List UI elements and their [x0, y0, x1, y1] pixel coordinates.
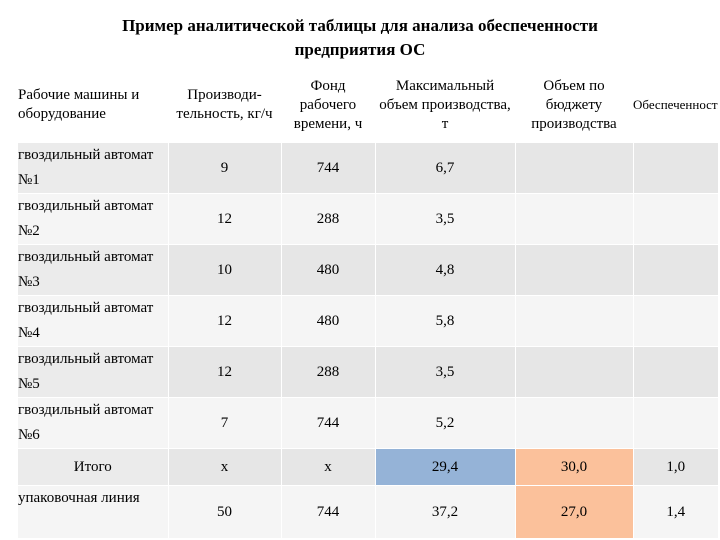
cell-budget-volume	[514, 346, 633, 398]
cell-productivity: 12	[167, 346, 281, 398]
cell-time-fund: 744	[280, 397, 375, 449]
header-productivity: Производи-тельность, кг/ч	[176, 87, 273, 122]
table-row: упаковочная линия 50 744 37,2 27,0 1,4	[18, 485, 718, 538]
table-row: гвоздильный автомат №2 12 288 3,5	[18, 193, 718, 245]
header-row: Рабочие машины и оборудование Производи-…	[18, 68, 718, 143]
cell-max-volume: 6,7	[374, 142, 515, 194]
cell-max-volume: 5,8	[374, 295, 515, 347]
table-row: гвоздильный автомат №5 12 288 3,5	[18, 346, 718, 398]
cell-provision	[632, 142, 718, 194]
table-row: гвоздильный автомат №3 10 480 4,8	[18, 244, 718, 296]
cell-time-fund: 744	[280, 485, 375, 538]
header-budget-volume: Объем по бюджету производства	[531, 77, 617, 132]
cell-provision	[632, 295, 718, 347]
cell-max-volume: 5,2	[374, 397, 515, 449]
cell-max-volume: 3,5	[374, 346, 515, 398]
table-row-total: Итого х х 29,4 30,0 1,0	[18, 448, 718, 486]
cell-budget-volume	[514, 397, 633, 449]
table-row: гвоздильный автомат №4 12 480 5,8	[18, 295, 718, 347]
cell-time-fund: 288	[280, 346, 375, 398]
cell-budget-volume	[514, 193, 633, 245]
cell-max-volume: 37,2	[374, 485, 515, 538]
title-line-1: Пример аналитической таблицы для анализа…	[122, 16, 598, 35]
cell-productivity: 10	[167, 244, 281, 296]
table-row: гвоздильный автомат №6 7 744 5,2	[18, 397, 718, 449]
cell-budget-volume: 27,0	[514, 485, 633, 538]
analysis-table: Рабочие машины и оборудование Производи-…	[18, 68, 718, 538]
row-name: Итого	[18, 448, 168, 486]
cell-provision: 1,0	[632, 448, 718, 486]
cell-time-fund: 744	[280, 142, 375, 194]
header-time-fund: Фонд рабочего времени, ч	[293, 77, 363, 132]
title-line-2: предприятия ОС	[294, 40, 426, 59]
cell-provision	[632, 346, 718, 398]
row-name: гвоздильный автомат №1	[18, 142, 168, 194]
cell-productivity: 12	[167, 295, 281, 347]
cell-time-fund: х	[280, 448, 375, 486]
header-provision: Обеспеченность	[633, 97, 718, 112]
cell-max-volume: 4,8	[374, 244, 515, 296]
cell-provision	[632, 244, 718, 296]
cell-budget-volume	[514, 142, 633, 194]
row-name: гвоздильный автомат №3	[18, 244, 168, 296]
cell-productivity: х	[167, 448, 281, 486]
cell-productivity: 7	[167, 397, 281, 449]
cell-productivity: 12	[167, 193, 281, 245]
cell-time-fund: 288	[280, 193, 375, 245]
cell-budget-volume	[514, 244, 633, 296]
table-row: гвоздильный автомат №1 9 744 6,7	[18, 142, 718, 194]
row-name: упаковочная линия	[18, 485, 168, 538]
cell-max-volume: 3,5	[374, 193, 515, 245]
cell-productivity: 9	[167, 142, 281, 194]
header-max-volume: Максимальный объем производства, т	[379, 77, 511, 132]
cell-time-fund: 480	[280, 295, 375, 347]
row-name: гвоздильный автомат №2	[18, 193, 168, 245]
row-name: гвоздильный автомат №4	[18, 295, 168, 347]
cell-productivity: 50	[167, 485, 281, 538]
cell-provision: 1,4	[632, 485, 718, 538]
cell-budget-volume: 30,0	[514, 448, 633, 486]
row-name: гвоздильный автомат №6	[18, 397, 168, 449]
cell-provision	[632, 397, 718, 449]
row-name: гвоздильный автомат №5	[18, 346, 168, 398]
cell-budget-volume	[514, 295, 633, 347]
header-equipment: Рабочие машины и оборудование	[18, 87, 140, 122]
cell-time-fund: 480	[280, 244, 375, 296]
page-title: Пример аналитической таблицы для анализа…	[0, 14, 720, 62]
cell-max-volume: 29,4	[374, 448, 515, 486]
cell-provision	[632, 193, 718, 245]
